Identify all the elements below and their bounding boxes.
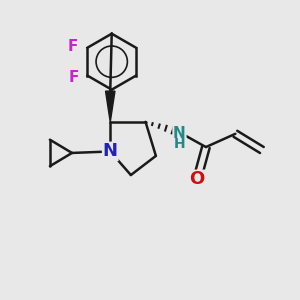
Text: F: F <box>68 39 78 54</box>
Text: H: H <box>174 137 186 151</box>
Text: O: O <box>190 170 205 188</box>
Text: N: N <box>173 126 186 141</box>
Text: N: N <box>103 142 118 160</box>
Text: F: F <box>68 70 79 85</box>
Polygon shape <box>106 91 115 122</box>
